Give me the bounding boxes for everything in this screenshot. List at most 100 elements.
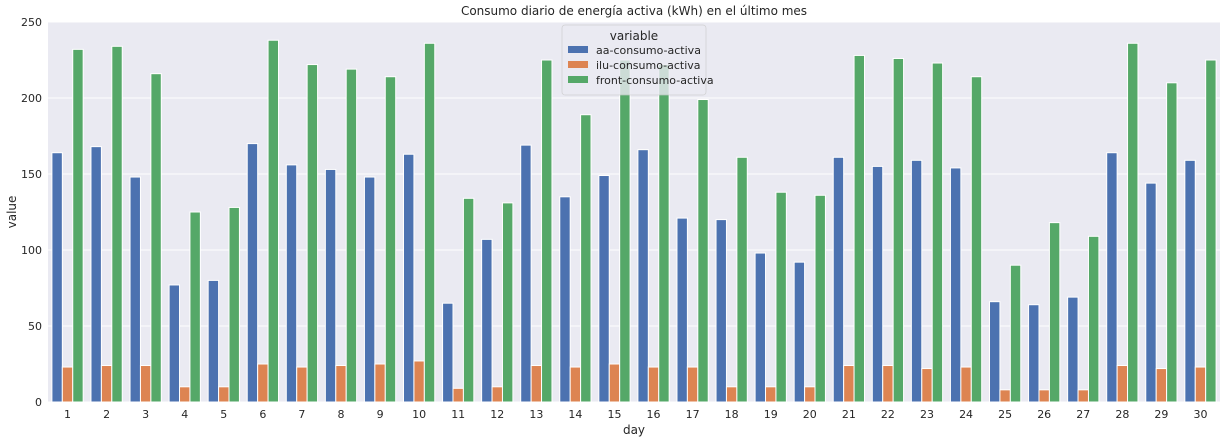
y-tick-label: 150 [21, 168, 42, 181]
x-tick-label: 19 [764, 408, 778, 421]
bar-ilu-consumo-activa-day-30 [1194, 366, 1207, 403]
bar-aa-consumo-activa-day-11 [442, 302, 454, 403]
bar-ilu-consumo-activa-day-20 [804, 386, 816, 403]
bar-aa-consumo-activa-day-9 [363, 176, 376, 403]
bar-ilu-consumo-activa-day-10 [413, 360, 425, 403]
bar-aa-consumo-activa-day-30 [1184, 159, 1196, 403]
bar-aa-consumo-activa-day-29 [1145, 182, 1157, 403]
bar-aa-consumo-activa-day-28 [1106, 152, 1118, 403]
bar-front-consumo-activa-day-3 [150, 73, 162, 403]
bar-aa-consumo-activa-day-6 [246, 143, 259, 403]
bar-front-consumo-activa-day-21 [853, 54, 865, 403]
bar-aa-consumo-activa-day-15 [598, 175, 610, 403]
bar-front-consumo-activa-day-10 [423, 42, 436, 403]
bar-ilu-consumo-activa-day-24 [960, 366, 972, 403]
x-tick-label: 22 [881, 408, 895, 421]
bar-front-consumo-activa-day-18 [736, 156, 748, 403]
bar-aa-consumo-activa-day-18 [715, 219, 727, 403]
bar-ilu-consumo-activa-day-14 [569, 366, 582, 403]
bar-ilu-consumo-activa-day-15 [608, 363, 621, 403]
bar-front-consumo-activa-day-11 [462, 197, 475, 403]
legend-title: variable [610, 29, 658, 43]
bar-aa-consumo-activa-day-14 [559, 196, 571, 403]
chart-title: Consumo diario de energía activa (kWh) e… [461, 4, 807, 18]
bar-front-consumo-activa-day-15 [619, 59, 631, 403]
bar-front-consumo-activa-day-1 [72, 48, 84, 403]
x-tick-label: 28 [1115, 408, 1129, 421]
bar-front-consumo-activa-day-7 [306, 64, 319, 403]
x-tick-label: 5 [220, 408, 227, 421]
bar-front-consumo-activa-day-27 [1087, 235, 1100, 403]
bar-aa-consumo-activa-day-19 [754, 252, 767, 403]
bar-ilu-consumo-activa-day-7 [296, 366, 308, 403]
x-tick-label: 2 [103, 408, 110, 421]
x-tick-label: 18 [725, 408, 739, 421]
y-axis-label: value [5, 196, 19, 229]
x-tick-label: 17 [686, 408, 700, 421]
bar-ilu-consumo-activa-day-28 [1116, 365, 1129, 403]
bar-ilu-consumo-activa-day-1 [61, 366, 74, 403]
gridlines [48, 21, 1220, 403]
x-tick-label: 15 [607, 408, 621, 421]
x-tick-label: 3 [142, 408, 149, 421]
bar-aa-consumo-activa-day-24 [949, 167, 962, 403]
bar-front-consumo-activa-day-30 [1205, 59, 1217, 403]
bar-aa-consumo-activa-day-13 [520, 144, 532, 403]
bar-front-consumo-activa-day-24 [970, 76, 983, 403]
x-tick-label: 1 [64, 408, 71, 421]
bar-front-consumo-activa-day-5 [228, 206, 240, 403]
x-tick-label: 27 [1076, 408, 1090, 421]
bar-front-consumo-activa-day-25 [1009, 264, 1022, 403]
bar-front-consumo-activa-day-23 [931, 62, 944, 403]
x-tick-label: 7 [298, 408, 305, 421]
bar-ilu-consumo-activa-day-16 [647, 366, 660, 403]
bar-aa-consumo-activa-day-3 [129, 176, 141, 403]
x-tick-label: 23 [920, 408, 934, 421]
bar-aa-consumo-activa-day-22 [871, 165, 884, 403]
bar-ilu-consumo-activa-day-22 [882, 365, 894, 403]
bar-ilu-consumo-activa-day-11 [452, 387, 464, 403]
bar-front-consumo-activa-day-16 [658, 64, 670, 403]
bar-ilu-consumo-activa-day-3 [139, 365, 152, 403]
legend-swatch-front-consumo-activa [568, 76, 588, 83]
bar-front-consumo-activa-day-6 [267, 39, 279, 403]
bar-ilu-consumo-activa-day-8 [335, 365, 347, 403]
y-tick-label: 250 [21, 16, 42, 29]
x-tick-label: 14 [568, 408, 582, 421]
bar-ilu-consumo-activa-day-6 [257, 363, 269, 403]
bar-ilu-consumo-activa-day-17 [686, 366, 699, 403]
bar-ilu-consumo-activa-day-25 [999, 389, 1011, 403]
bar-ilu-consumo-activa-day-26 [1038, 389, 1050, 403]
x-tick-label: 21 [842, 408, 856, 421]
bar-front-consumo-activa-day-9 [384, 76, 397, 403]
bar-front-consumo-activa-day-12 [501, 202, 514, 403]
bar-front-consumo-activa-day-19 [775, 191, 787, 403]
x-tick-label: 24 [959, 408, 973, 421]
bar-aa-consumo-activa-day-23 [910, 159, 923, 403]
y-tick-labels: 0 50 100 150 200 250 [21, 16, 42, 409]
x-axis-label: day [623, 423, 645, 437]
bar-aa-consumo-activa-day-8 [324, 168, 337, 403]
bar-aa-consumo-activa-day-10 [403, 153, 415, 403]
bars [51, 39, 1217, 403]
x-tick-label: 16 [647, 408, 661, 421]
y-tick-label: 200 [21, 92, 42, 105]
bar-ilu-consumo-activa-day-12 [491, 386, 503, 403]
bar-front-consumo-activa-day-8 [345, 68, 358, 403]
bar-ilu-consumo-activa-day-13 [530, 365, 543, 403]
y-tick-label: 50 [28, 320, 42, 333]
legend: variable aa-consumo-activa ilu-consumo-ac… [561, 24, 714, 96]
bar-front-consumo-activa-day-29 [1166, 82, 1178, 403]
bar-aa-consumo-activa-day-17 [676, 217, 688, 403]
bar-aa-consumo-activa-day-1 [51, 152, 63, 403]
bar-ilu-consumo-activa-day-19 [765, 386, 777, 403]
bar-front-consumo-activa-day-22 [892, 57, 905, 403]
x-tick-label: 12 [490, 408, 504, 421]
bar-aa-consumo-activa-day-20 [793, 261, 806, 403]
x-tick-label: 9 [377, 408, 384, 421]
x-tick-label: 13 [529, 408, 543, 421]
bar-front-consumo-activa-day-13 [541, 59, 553, 403]
bar-ilu-consumo-activa-day-27 [1077, 389, 1089, 403]
bar-aa-consumo-activa-day-5 [207, 279, 220, 403]
